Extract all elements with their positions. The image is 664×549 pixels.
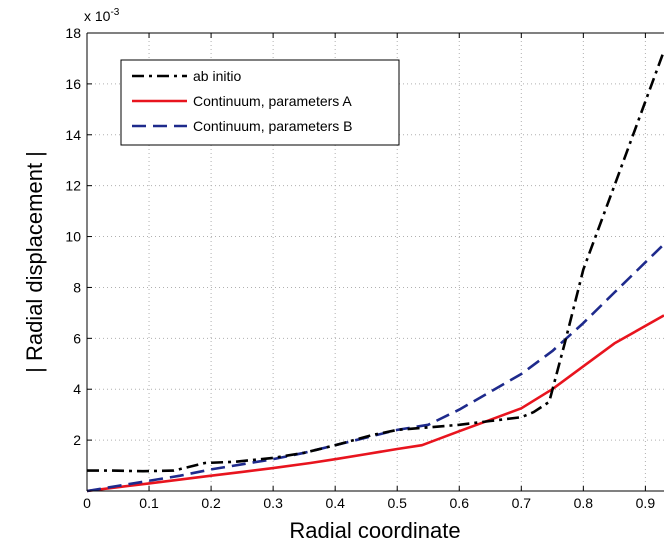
x-tick-label: 0.7 xyxy=(512,495,532,511)
series-layer xyxy=(86,50,664,493)
legend-label: ab initio xyxy=(193,68,241,84)
x-tick-label: 0 xyxy=(83,495,91,511)
y-multiplier-base: x 10 xyxy=(84,8,111,24)
axes xyxy=(86,32,664,492)
y-tick-label: 18 xyxy=(65,25,81,41)
y-multiplier-exponent: -3 xyxy=(110,7,119,18)
x-tick-label: 0.4 xyxy=(325,495,345,511)
y-tick-label: 16 xyxy=(65,76,81,92)
x-tick-label: 0.9 xyxy=(636,495,656,511)
series-line-ab-initio xyxy=(87,50,664,473)
y-tick-label: 8 xyxy=(73,279,81,295)
x-tick-label: 0.5 xyxy=(387,495,407,511)
x-tick-label: 0.3 xyxy=(263,495,283,511)
x-tick-label: 0.6 xyxy=(450,495,470,511)
y-tick-label: 2 xyxy=(73,432,81,448)
y-tick-label: 12 xyxy=(65,178,81,194)
x-tick-label: 0.2 xyxy=(201,495,221,511)
ticks: 0 0.1 0.2 0.3 0.4 0.5 0.6 0.7 0.8 0.9 2 4 6 8 10 12 14 16… xyxy=(65,25,655,511)
legend-label: Continuum, parameters A xyxy=(193,93,352,109)
y-tick-label: 10 xyxy=(65,229,81,245)
legend-label: Continuum, parameters B xyxy=(193,118,353,134)
y-axis-title: | Radial displacement | xyxy=(22,151,47,373)
legend: ab initio Continuum, parameters A Continuu… xyxy=(120,59,400,146)
x-tick-label: 0.1 xyxy=(139,495,159,511)
y-tick-label: 4 xyxy=(73,381,81,397)
x-tick-label: 0.8 xyxy=(574,495,594,511)
y-multiplier-label: x 10-3 xyxy=(84,7,120,24)
legend-box xyxy=(120,59,400,146)
y-tick-label: 14 xyxy=(65,127,81,143)
x-axis-title: Radial coordinate xyxy=(289,518,460,543)
y-tick-label: 6 xyxy=(73,330,81,346)
legend-items: ab initio Continuum, parameters A Continuu… xyxy=(132,68,353,134)
